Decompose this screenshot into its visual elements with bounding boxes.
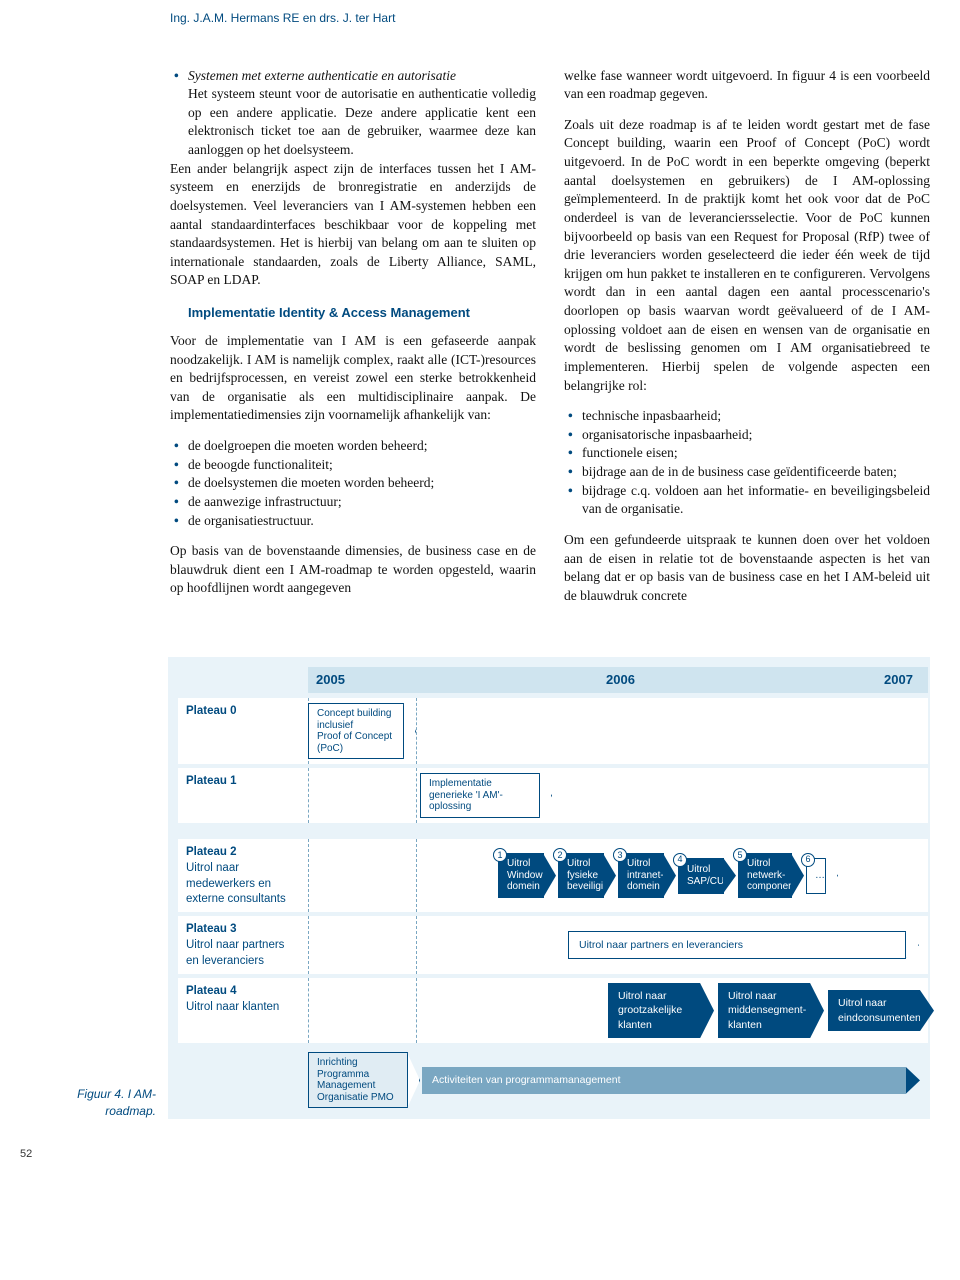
label-plateau-1: Plateau 1: [178, 768, 308, 823]
bar-pmo-activities: Activiteiten van programmamanagement: [422, 1067, 906, 1093]
label-plateau-2: Plateau 2 Uitrol naar medewerkers en ext…: [178, 839, 308, 912]
row-plateau-1: Plateau 1 Implementatie generieke 'I AM'…: [178, 768, 928, 823]
bar-grootzakelijk: Uitrol naar grootzakelijke klanten: [608, 983, 700, 1038]
right-column: welke fase wanneer wordt uitgevoerd. In …: [564, 67, 930, 618]
uitrol-4: 4 UitrolSAP/CUA: [678, 858, 724, 894]
year-2007: 2007: [880, 667, 928, 693]
box-concept-building: Concept building inclusief Proof of Conc…: [308, 703, 404, 759]
list-item: bijdrage aan de in de business case geïd…: [564, 463, 930, 482]
uitrol-5: 5 Uitrolnetwerk-componenten: [738, 853, 792, 898]
right-p2: Zoals uit deze roadmap is af te leiden w…: [564, 116, 930, 395]
text-columns: Systemen met externe authenticatie en au…: [170, 67, 930, 618]
list-item: bijdrage c.q. voldoen aan het informatie…: [564, 482, 930, 519]
left-column: Systemen met externe authenticatie en au…: [170, 67, 536, 618]
right-p1: welke fase wanneer wordt uitgevoerd. In …: [564, 67, 930, 104]
uitrol-3: 3 Uitrolintranet-domein: [618, 853, 664, 898]
list-item: de doelsystemen die moeten worden beheer…: [170, 474, 536, 493]
row-plateau-4: Plateau 4 Uitrol naar klanten Uitrol naa…: [178, 978, 928, 1043]
list-item: de organisatiestructuur.: [170, 512, 536, 531]
timeline-header: 2005 2006 2007: [308, 667, 928, 694]
label-plateau-3: Plateau 3 Uitrol naar partners en levera…: [178, 916, 308, 974]
right-list: technische inpasbaarheid; organisatorisc…: [564, 407, 930, 519]
left-p3: Voor de implementatie van I AM is een ge…: [170, 332, 536, 425]
list-item: de aanwezige infrastructuur;: [170, 493, 536, 512]
intro-bullet: Systemen met externe authenticatie en au…: [170, 67, 536, 160]
bar-middensegment: Uitrol naar middensegment-klanten: [718, 983, 810, 1038]
label-plateau-0: Plateau 0: [178, 698, 308, 764]
year-2006: 2006: [598, 667, 880, 693]
label-plateau-4: Plateau 4 Uitrol naar klanten: [178, 978, 308, 1043]
uitrol-1: 1 UitrolWindows-domein: [498, 853, 544, 898]
list-item: technische inpasbaarheid;: [564, 407, 930, 426]
uitrol-2: 2 Uitrolfysiekebeveiliging: [558, 853, 604, 898]
intro-bullet-item: Systemen met externe authenticatie en au…: [170, 67, 536, 160]
figure-caption: Figuur 4. I AM-roadmap.: [50, 657, 168, 1119]
intro-bullet-lead: Systemen met externe authenticatie en au…: [188, 68, 456, 83]
list-item: functionele eisen;: [564, 444, 930, 463]
right-p3: Om een gefundeerde uitspraak te kunnen d…: [564, 531, 930, 606]
left-p4: Op basis van de bovenstaande dimensies, …: [170, 542, 536, 598]
row-pmo: Inrichting Programma Management Organisa…: [178, 1047, 928, 1113]
intro-bullet-text: Het systeem steunt voor de autorisatie e…: [188, 86, 536, 157]
figure-4: Figuur 4. I AM-roadmap. 2005 2006 2007 P…: [50, 657, 930, 1119]
list-item: organisatorische inpasbaarheid;: [564, 426, 930, 445]
subhead-impl: Implementatie Identity & Access Manageme…: [188, 304, 536, 322]
box-impl-generic: Implementatie generieke 'I AM'-oplossing: [420, 773, 540, 818]
bar-eindconsument: Uitrol naar eindconsumenten: [828, 990, 920, 1031]
year-2005: 2005: [308, 667, 598, 693]
left-p2: Een ander belangrijk aspect zijn de inte…: [170, 160, 536, 290]
row-plateau-0: Plateau 0 Concept building inclusief Pro…: [178, 698, 928, 764]
left-list: de doelgroepen die moeten worden beheerd…: [170, 437, 536, 530]
box-pmo: Inrichting Programma Management Organisa…: [308, 1052, 408, 1108]
row-plateau-2: Plateau 2 Uitrol naar medewerkers en ext…: [178, 839, 928, 912]
row-plateau-3: Plateau 3 Uitrol naar partners en levera…: [178, 916, 928, 974]
roadmap-panel: 2005 2006 2007 Plateau 0 Concept buildin…: [168, 657, 930, 1119]
uitrol-6: 6 …: [806, 858, 826, 894]
page-number: 52: [20, 1147, 930, 1162]
list-item: de beoogde functionaliteit;: [170, 456, 536, 475]
list-item: de doelgroepen die moeten worden beheerd…: [170, 437, 536, 456]
author-line: Ing. J.A.M. Hermans RE en drs. J. ter Ha…: [170, 10, 930, 27]
bar-partners: Uitrol naar partners en leveranciers: [568, 931, 906, 959]
